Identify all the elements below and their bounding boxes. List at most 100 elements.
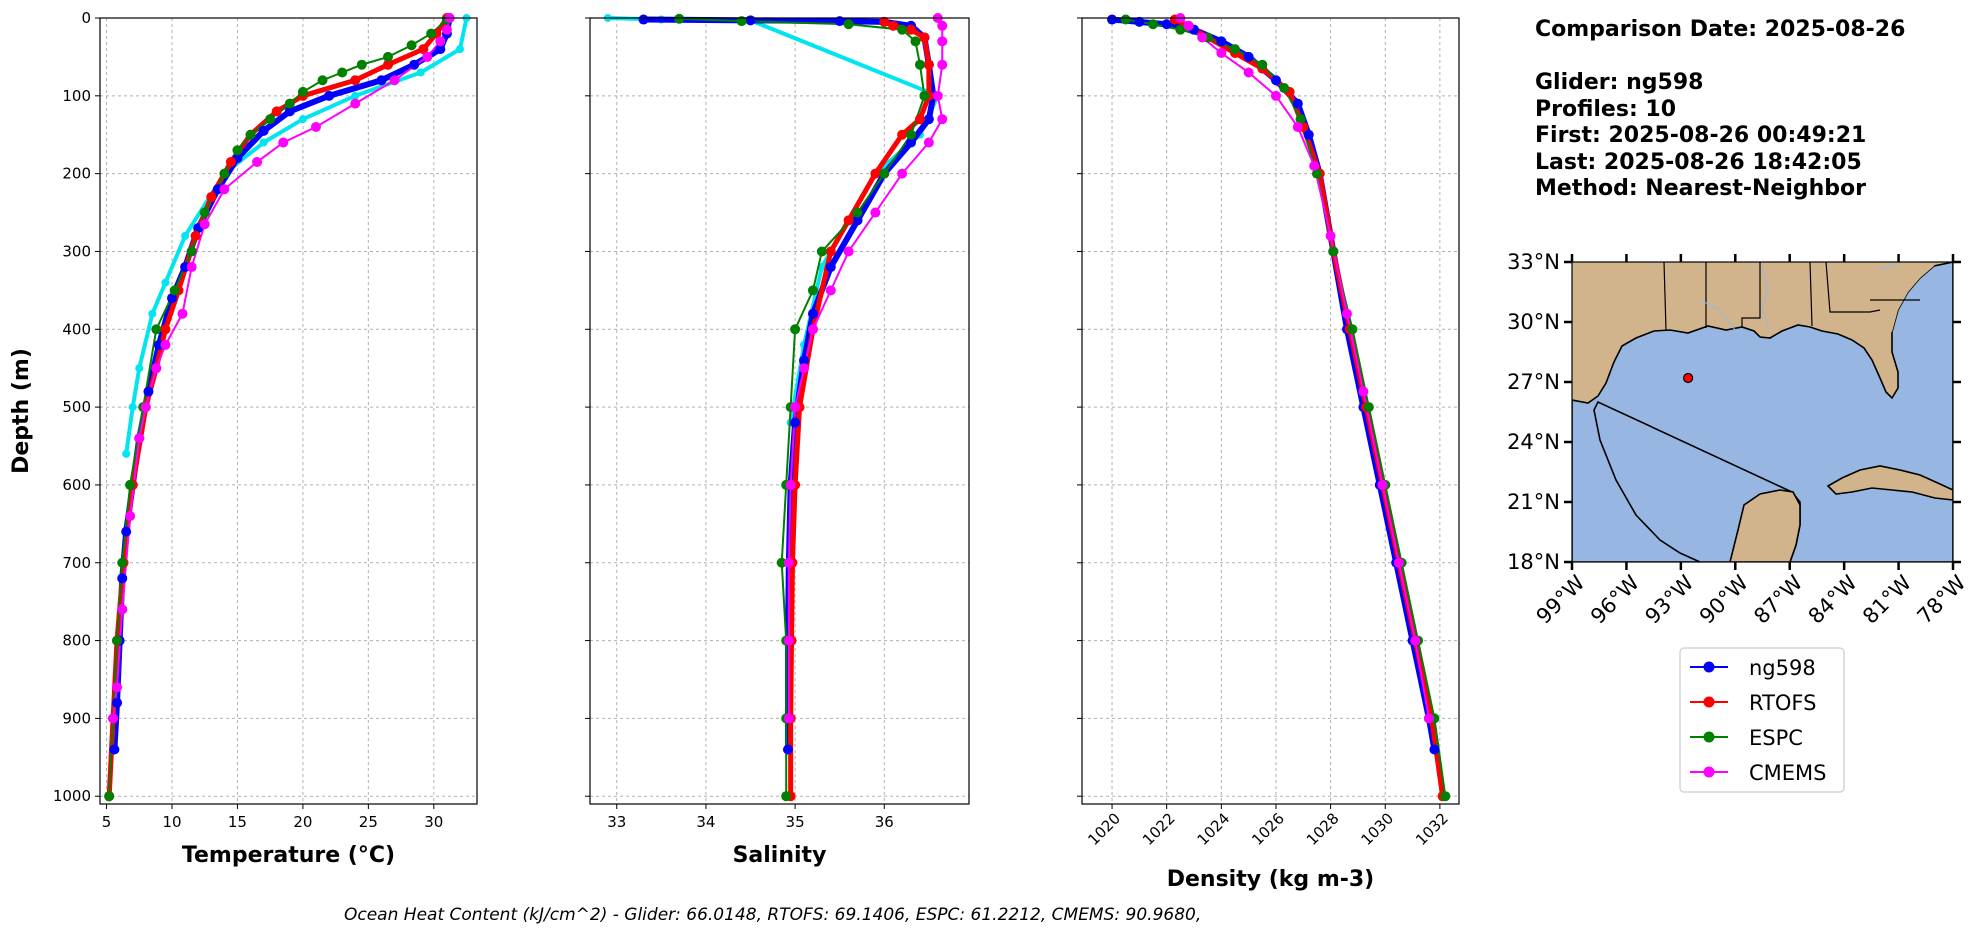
ng598-point (117, 573, 128, 584)
cmems-point (177, 308, 188, 319)
espc-point (1175, 24, 1186, 35)
cmems-point (1292, 121, 1303, 132)
map-lon-label: 78°W (1913, 570, 1971, 628)
ng598-point (109, 744, 120, 755)
salinity-xlabel: Salinity (733, 843, 827, 868)
map-frame (1571, 261, 1954, 563)
cmems-point (1410, 635, 1421, 646)
espc-point (897, 24, 908, 35)
legend-box (1679, 647, 1845, 793)
espc-point (736, 16, 747, 27)
espc-point (1363, 402, 1374, 413)
temperature-axes-frame (99, 17, 478, 805)
y-tick-label: 800 (62, 632, 91, 650)
map-lon-label: 99°W (1532, 570, 1590, 628)
ng598-point (324, 90, 335, 101)
espc-point (1347, 324, 1358, 335)
espc-point (1120, 14, 1131, 25)
cmems-point (1393, 557, 1404, 568)
rtofs-point (825, 246, 836, 257)
rtofs-point (843, 215, 854, 226)
x-tick-label: 5 (102, 813, 112, 831)
x-tick-label: 1022 (1139, 809, 1179, 849)
x-tick-label: 10 (162, 813, 181, 831)
espc-point (112, 635, 123, 646)
map-lon-label: 84°W (1804, 570, 1862, 628)
map-rivers (1699, 262, 1901, 331)
espc-point (1328, 246, 1339, 257)
cmems-point (807, 324, 818, 335)
espc-point (382, 51, 393, 62)
espc-point (169, 285, 180, 296)
cmems-point (870, 207, 881, 218)
cmems-point (186, 262, 197, 273)
espc-point (816, 246, 827, 257)
cmems-point (799, 363, 810, 374)
ng598-point (807, 308, 818, 319)
cmems-point (1423, 713, 1434, 724)
espc-point (1229, 44, 1240, 55)
info-line-date: Comparison Date: 2025-08-26 (1535, 17, 1905, 42)
espc-point (914, 59, 925, 70)
rtofs-point (870, 168, 881, 179)
map-lat-label: 33°N (1507, 250, 1560, 274)
espc-point (406, 40, 417, 51)
ocean-heat-content-footer: Ocean Heat Content (kJ/cm^2) - Glider: 6… (344, 905, 1201, 925)
cmems-point (1377, 479, 1388, 490)
map-lon-label: 81°W (1858, 570, 1916, 628)
espc-point (776, 557, 787, 568)
cmems-point (252, 156, 263, 167)
cmems-point (310, 121, 321, 132)
ng598-point (1292, 98, 1303, 109)
x-tick-label: 34 (696, 813, 715, 831)
ng598-point (923, 114, 934, 125)
ng598-point (1107, 14, 1118, 25)
cmems-point (219, 184, 230, 195)
info-line-glider: Glider: ng598 (1535, 70, 1703, 95)
espc-point (265, 114, 276, 125)
cmems-point (199, 219, 210, 230)
espc-point (1440, 791, 1451, 802)
espc-point (790, 324, 801, 335)
espc-point (151, 324, 162, 335)
info-line-first: First: 2025-08-26 00:49:21 (1535, 123, 1866, 148)
rtofs-point (914, 114, 925, 125)
espc-point (852, 207, 863, 218)
cmems-point (937, 20, 948, 31)
ng598-point (376, 75, 387, 86)
legend-marker (1703, 766, 1715, 778)
espc-point (199, 207, 210, 218)
ng598-point (1243, 51, 1254, 62)
map-lon-label: 87°W (1749, 570, 1807, 628)
map-lon-label: 93°W (1640, 570, 1698, 628)
espc-point (674, 13, 685, 24)
salinity-panel: 33 34 35 36 Salinity (585, 13, 970, 868)
espc-point (1311, 168, 1322, 179)
ng598-point (435, 44, 446, 55)
espc-line (1124, 18, 1447, 798)
cmems-point (783, 557, 794, 568)
cmems-line (112, 17, 451, 720)
y-tick-label: 200 (62, 165, 91, 183)
x-tick-label: 15 (228, 813, 247, 831)
cyan-envelope-point (351, 91, 360, 100)
map-state-borders (1663, 262, 1920, 331)
espc-point (297, 86, 308, 97)
cyan-envelope-point (135, 364, 144, 373)
cyan-envelope-point (161, 278, 170, 287)
cmems-point (825, 285, 836, 296)
cyan-envelope-point (259, 138, 268, 147)
temperature-xlabel: Temperature (°C) (182, 843, 395, 868)
espc-point (843, 19, 854, 30)
cmems-point (1270, 90, 1281, 101)
espc-point (910, 36, 921, 47)
espc-point (317, 75, 328, 86)
rtofs-point (897, 129, 908, 140)
cmems-point (1325, 230, 1336, 241)
espc-point (117, 557, 128, 568)
legend-entry-rtofs: RTOFS (1690, 691, 1816, 715)
x-tick-label: 1024 (1194, 809, 1234, 849)
x-tick-label: 1030 (1358, 809, 1398, 849)
ng598-point (1161, 19, 1172, 30)
